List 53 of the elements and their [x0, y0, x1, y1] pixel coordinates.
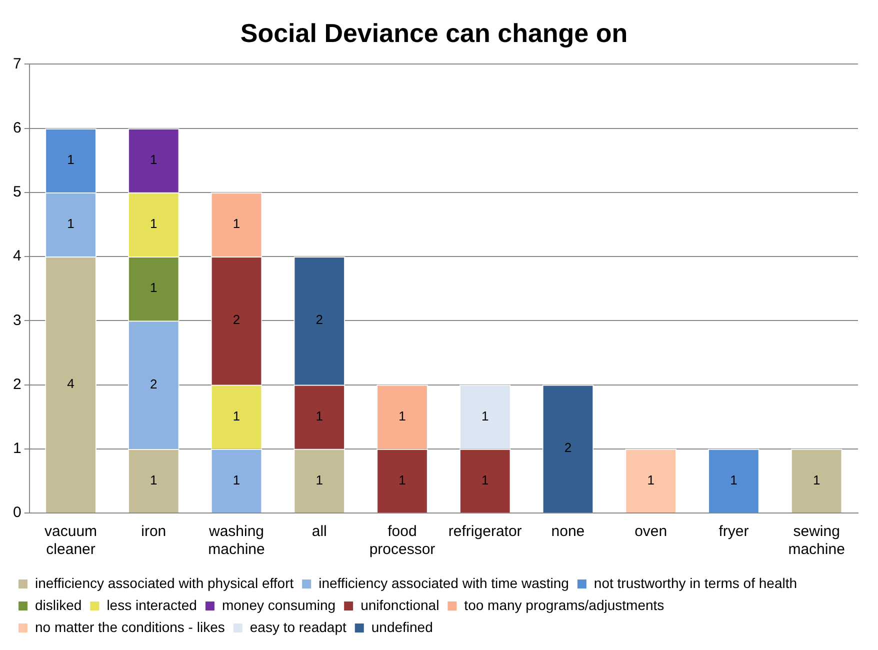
legend-label: undefined [371, 618, 433, 635]
legend-label: money consuming [222, 596, 336, 613]
x-tick-label: food processor [369, 523, 436, 558]
data-label: 4 [67, 376, 74, 392]
x-tick-label: oven [634, 523, 668, 540]
legend-label: not trustworthy in terms of health [594, 574, 798, 591]
x-tick-label: vacuum cleaner [44, 523, 98, 558]
data-label: 1 [481, 408, 489, 424]
chart-title: Social Deviance can change on [240, 18, 628, 48]
x-tick-label: none [551, 523, 585, 540]
x-tick-label: fryer [718, 523, 749, 540]
legend-label: easy to readapt [250, 618, 346, 635]
data-label: 1 [647, 472, 654, 488]
data-label: 1 [150, 216, 158, 232]
data-label: 2 [564, 440, 572, 456]
y-tick-label: 2 [13, 376, 22, 393]
y-tick-label: 4 [13, 248, 22, 265]
y-tick-label: 6 [13, 119, 22, 136]
legend-label: disliked [35, 596, 82, 613]
legend-label: inefficiency associated with physical effort [35, 574, 294, 591]
x-tick-label: all [312, 523, 327, 540]
data-label: 1 [232, 216, 240, 232]
data-label: 1 [398, 472, 406, 488]
data-label: 2 [150, 376, 158, 392]
data-label: 1 [730, 472, 738, 488]
y-tick-label: 5 [13, 184, 22, 201]
data-label: 2 [232, 312, 240, 328]
x-tick-label: iron [141, 523, 166, 540]
legend-label: less interacted [106, 596, 197, 613]
x-tick-label: refrigerator [448, 523, 522, 540]
data-label: 1 [398, 408, 406, 424]
data-label: 1 [150, 280, 158, 296]
y-tick-label: 0 [13, 504, 22, 522]
data-label: 1 [150, 152, 158, 167]
legend-label: too many programs/adjustments [464, 596, 664, 613]
data-label: 1 [150, 472, 158, 488]
legend-label: inefficiency associated with time wasting [318, 574, 569, 591]
x-tick-label: washing machine [208, 523, 265, 558]
data-label: 2 [316, 312, 323, 328]
data-label: 1 [67, 152, 74, 167]
y-tick-label: 7 [13, 55, 22, 72]
x-tick-label: sewing machine [788, 523, 845, 558]
y-tick-label: 1 [13, 440, 22, 458]
data-label: 1 [812, 472, 820, 488]
legend-label: unifonctional [360, 596, 440, 613]
data-label: 1 [67, 216, 74, 232]
legend-label: no matter the conditions - likes [35, 618, 225, 635]
data-label: 1 [316, 472, 323, 488]
data-label: 1 [316, 408, 323, 424]
y-tick-label: 3 [13, 312, 22, 329]
data-label: 1 [232, 472, 240, 488]
data-label: 1 [232, 408, 240, 424]
data-label: 1 [481, 472, 489, 488]
